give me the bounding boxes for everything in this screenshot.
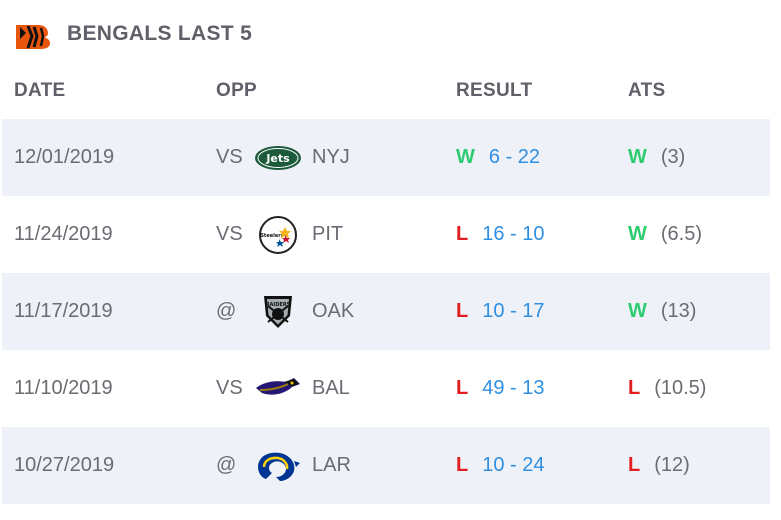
result-outcome: L xyxy=(456,377,469,399)
ravens-logo-icon xyxy=(254,370,302,408)
result-outcome: W xyxy=(456,146,475,168)
table-row: 12/01/2019 VS Jets NYJ W 6 - 22 W (3) xyxy=(2,119,770,196)
result-outcome: L xyxy=(456,300,469,322)
ats-cell: W (3) xyxy=(628,119,685,196)
column-header-opp: OPP xyxy=(216,80,258,101)
game-score: 10 - 17 xyxy=(482,300,545,322)
spread: (12) xyxy=(654,454,690,476)
column-header-result: RESULT xyxy=(456,80,533,101)
ats-outcome: L xyxy=(628,377,641,399)
ats-cell: L (10.5) xyxy=(628,350,706,427)
ats-cell: W (6.5) xyxy=(628,196,702,273)
result-cell: L 16 - 10 xyxy=(456,196,544,273)
table-row: 10/27/2019 @ LAR L 10 - 24 L (12) xyxy=(2,427,770,504)
game-date: 11/24/2019 xyxy=(14,223,113,245)
home-away: VS xyxy=(216,377,243,399)
ats-outcome: L xyxy=(628,454,641,476)
ats-outcome: W xyxy=(628,300,647,322)
opponent-abbr: NYJ xyxy=(312,146,350,168)
table-row: 11/17/2019 @ RAIDERS OAK L 10 - 17 W (13… xyxy=(2,273,770,350)
widget-title: BENGALS LAST 5 xyxy=(67,22,253,45)
home-away: @ xyxy=(216,300,237,322)
opponent-abbr: PIT xyxy=(312,223,344,245)
widget-header: BENGALS LAST 5 xyxy=(0,0,781,72)
ats-outcome: W xyxy=(628,223,647,245)
game-date: 11/17/2019 xyxy=(14,300,113,322)
home-away: VS xyxy=(216,146,243,168)
opponent-cell: @ RAIDERS OAK xyxy=(216,273,354,350)
svg-text:RAIDERS: RAIDERS xyxy=(266,302,291,308)
opponent-cell: VS Jets NYJ xyxy=(216,119,350,196)
rams-logo-icon xyxy=(254,447,302,485)
game-score: 49 - 13 xyxy=(482,377,545,399)
games-table: 12/01/2019 VS Jets NYJ W 6 - 22 W (3) 11… xyxy=(2,119,770,504)
opponent-cell: @ LAR xyxy=(216,427,351,504)
spread: (6.5) xyxy=(660,223,703,245)
game-date: 10/27/2019 xyxy=(14,454,115,476)
opponent-abbr: OAK xyxy=(312,300,355,322)
column-header-ats: ATS xyxy=(628,80,666,101)
result-outcome: L xyxy=(456,223,469,245)
game-score: 16 - 10 xyxy=(482,223,545,245)
spread: (13) xyxy=(660,300,697,322)
result-cell: L 49 - 13 xyxy=(456,350,544,427)
opponent-cell: VS BAL xyxy=(216,350,350,427)
jets-logo-icon: Jets xyxy=(254,139,302,177)
spread: (10.5) xyxy=(654,377,707,399)
bengals-logo-icon xyxy=(16,25,50,49)
result-cell: W 6 - 22 xyxy=(456,119,540,196)
opponent-abbr: BAL xyxy=(312,377,350,399)
opponent-cell: VS Steelers PIT xyxy=(216,196,343,273)
steelers-logo-icon: Steelers xyxy=(254,215,302,254)
ats-outcome: W xyxy=(628,146,647,168)
opponent-abbr: LAR xyxy=(312,454,351,476)
result-outcome: L xyxy=(456,454,469,476)
spread: (3) xyxy=(660,146,686,168)
table-row: 11/10/2019 VS BAL L 49 - 13 L (10.5) xyxy=(2,350,770,427)
svg-text:Steelers: Steelers xyxy=(260,233,283,239)
home-away: @ xyxy=(216,454,237,476)
home-away: VS xyxy=(216,223,243,245)
result-cell: L 10 - 17 xyxy=(456,273,544,350)
game-score: 6 - 22 xyxy=(488,146,541,168)
result-cell: L 10 - 24 xyxy=(456,427,544,504)
raiders-logo-icon: RAIDERS xyxy=(254,293,302,331)
column-header-date: DATE xyxy=(14,80,66,101)
game-score: 10 - 24 xyxy=(482,454,545,476)
ats-cell: L (12) xyxy=(628,427,690,504)
game-date: 12/01/2019 xyxy=(14,146,115,168)
game-date: 11/10/2019 xyxy=(14,377,113,399)
svg-text:Jets: Jets xyxy=(265,152,290,165)
table-row: 11/24/2019 VS Steelers PIT L 16 - 10 W (… xyxy=(2,196,770,273)
ats-cell: W (13) xyxy=(628,273,696,350)
